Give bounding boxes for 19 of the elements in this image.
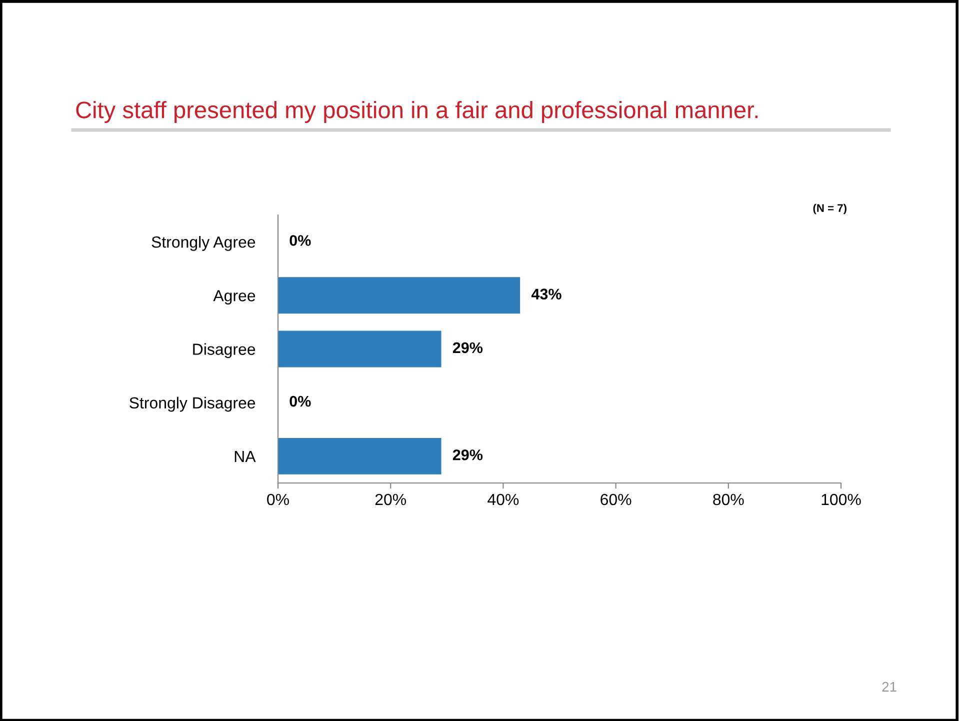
x-tick-label: 0% [267,494,289,506]
x-tick-label: 40% [488,494,519,506]
y-tick-label: Agree [213,290,256,304]
y-tick-label: NA [234,451,256,462]
x-tick-label: 100% [822,494,861,506]
data-label: 29% [452,342,483,354]
data-label: 0% [290,396,311,407]
text: (N = 7) [813,204,846,214]
x-tick-label: 60% [600,494,632,506]
data-label: 43% [531,288,562,300]
y-tick-label: Disagree [193,343,256,358]
data-label: 29% [452,449,483,460]
y-tick-label: Strongly Agree [152,236,256,251]
x-tick-label: 80% [713,494,744,506]
y-tick-label: Strongly Disagree [130,396,256,412]
chart-title: City staff presented my position in a fair and professional manner. [76,100,758,124]
data-label: 0% [290,235,311,246]
text: 21 [882,682,896,692]
x-tick-label: 20% [375,494,406,506]
